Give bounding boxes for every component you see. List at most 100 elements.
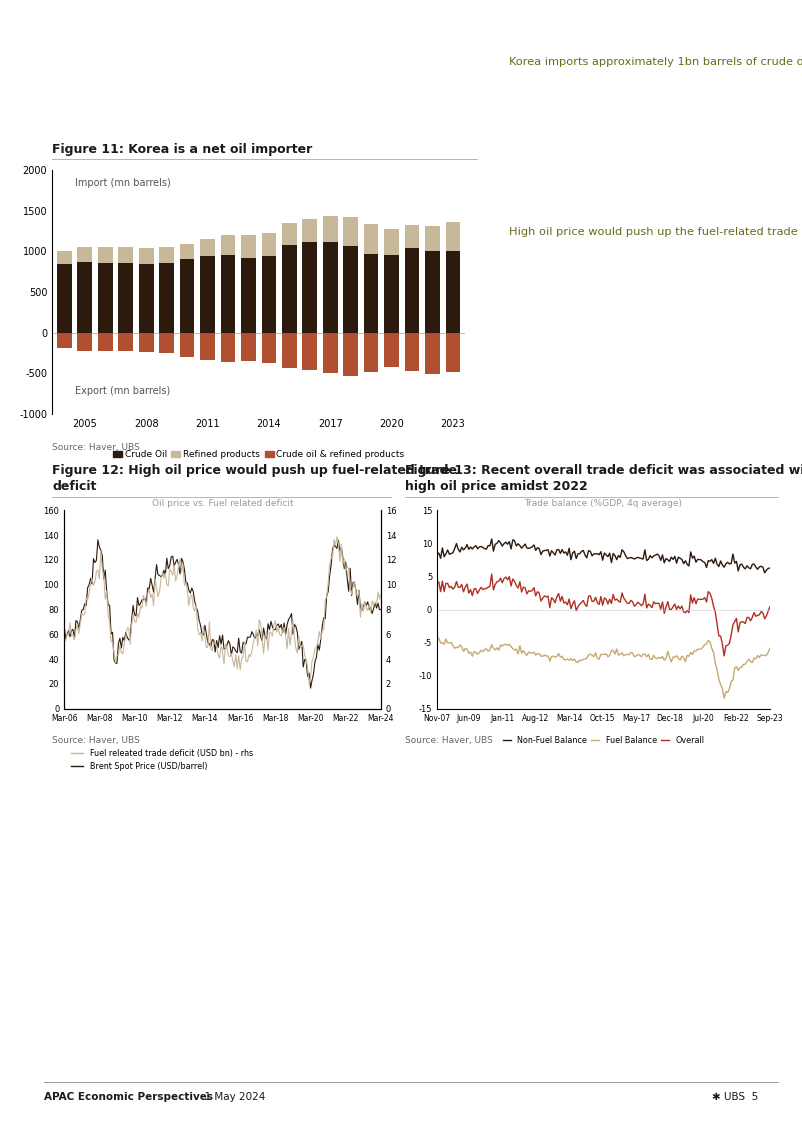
Bar <box>364 332 379 372</box>
Bar <box>139 332 153 352</box>
Bar <box>323 217 338 243</box>
Bar <box>119 263 133 332</box>
Bar <box>160 332 174 353</box>
Bar <box>139 263 153 332</box>
Fuel Balance <box>432 631 442 644</box>
Fuel Balance <box>468 650 477 663</box>
Bar <box>200 332 215 361</box>
Bar <box>160 247 174 263</box>
Bar <box>221 235 235 255</box>
Bar <box>200 256 215 332</box>
Bar <box>241 257 256 332</box>
Bar <box>364 254 379 332</box>
Fuel Balance <box>584 649 593 662</box>
Fuel Balance <box>528 646 537 660</box>
Text: Figure 12: High oil price would push up fuel-related trade
deficit: Figure 12: High oil price would push up … <box>52 464 457 493</box>
Text: APAC Economic Perspectives: APAC Economic Perspectives <box>44 1092 213 1102</box>
Bar <box>241 332 256 361</box>
Non-Fuel Balance <box>468 542 477 556</box>
Overall <box>468 589 477 602</box>
Bar <box>405 248 419 332</box>
Bar <box>78 247 92 262</box>
Overall <box>719 649 729 662</box>
Title: Oil price vs. Fuel related deficit: Oil price vs. Fuel related deficit <box>152 499 294 508</box>
Legend: Fuel releated trade deficit (USD bn) - rhs, Brent Spot Price (USD/barrel): Fuel releated trade deficit (USD bn) - r… <box>68 746 257 775</box>
Bar <box>139 247 153 263</box>
Bar <box>425 226 439 251</box>
Bar <box>282 245 297 332</box>
Bar <box>405 332 419 371</box>
Fuel Balance <box>719 692 729 705</box>
Fuel Balance <box>510 643 520 657</box>
Bar <box>343 332 358 375</box>
Text: Figure 13: Recent overall trade deficit was associated with
high oil price amids: Figure 13: Recent overall trade deficit … <box>405 464 802 493</box>
Bar <box>384 332 399 366</box>
Bar <box>119 247 133 263</box>
Bar <box>405 225 419 248</box>
Text: Import (mn barrels): Import (mn barrels) <box>75 178 170 188</box>
Bar <box>98 247 112 263</box>
Bar <box>98 332 112 352</box>
Bar <box>302 219 317 242</box>
Bar <box>261 332 276 363</box>
Bar <box>282 222 297 245</box>
Overall <box>585 589 595 602</box>
Overall <box>487 567 496 581</box>
Bar <box>160 263 174 332</box>
Line: Non-Fuel Balance: Non-Fuel Balance <box>437 539 770 573</box>
Line: Overall: Overall <box>437 574 770 655</box>
Bar <box>119 332 133 352</box>
Overall <box>534 586 544 600</box>
Fuel Balance <box>600 648 610 661</box>
Title: Trade balance (%GDP, 4q average): Trade balance (%GDP, 4q average) <box>525 499 683 508</box>
Bar <box>221 255 235 332</box>
Bar <box>446 251 460 332</box>
Text: Source: Haver, UBS: Source: Haver, UBS <box>52 736 140 745</box>
Bar <box>282 332 297 367</box>
Bar <box>261 256 276 332</box>
Non-Fuel Balance <box>765 561 775 575</box>
Fuel Balance <box>533 646 542 660</box>
Non-Fuel Balance <box>512 539 521 552</box>
Bar <box>78 262 92 332</box>
Bar <box>57 251 71 264</box>
Fuel Balance <box>765 642 775 655</box>
Bar <box>200 239 215 256</box>
Bar <box>180 260 194 332</box>
Bar <box>425 251 439 332</box>
Bar <box>180 244 194 260</box>
Bar <box>343 218 358 246</box>
Bar <box>384 255 399 332</box>
Overall <box>432 575 442 589</box>
Text: High oil price would push up the fuel-related trade deficit, and the risk of an : High oil price would push up the fuel-re… <box>509 227 802 237</box>
Bar <box>78 332 92 350</box>
Bar <box>57 264 71 332</box>
Legend: Crude Oil, Refined products, Crude oil & refined products: Crude Oil, Refined products, Crude oil &… <box>109 447 408 463</box>
Non-Fuel Balance <box>585 544 595 558</box>
Text: Korea imports approximately 1bn barrels of crude oil per year. While it is a net: Korea imports approximately 1bn barrels … <box>509 57 802 67</box>
Text: Figure 11: Korea is a net oil importer: Figure 11: Korea is a net oil importer <box>52 144 313 156</box>
Bar <box>98 263 112 332</box>
Bar <box>343 246 358 332</box>
Text: Source: Haver, UBS: Source: Haver, UBS <box>52 443 140 452</box>
Text: 1 May 2024: 1 May 2024 <box>198 1092 265 1102</box>
Non-Fuel Balance <box>759 566 769 579</box>
Text: Export (mn barrels): Export (mn barrels) <box>75 386 170 396</box>
Bar <box>364 223 379 254</box>
Bar <box>261 234 276 256</box>
Non-Fuel Balance <box>432 548 442 561</box>
Non-Fuel Balance <box>529 539 539 552</box>
Bar <box>323 243 338 332</box>
Bar <box>384 229 399 255</box>
Text: ✱ UBS  5: ✱ UBS 5 <box>711 1092 758 1102</box>
Bar <box>180 332 194 357</box>
Bar <box>425 332 439 374</box>
Bar <box>241 235 256 257</box>
Non-Fuel Balance <box>602 548 611 561</box>
Bar <box>302 332 317 370</box>
Bar <box>323 332 338 373</box>
Overall <box>529 581 539 594</box>
Overall <box>602 592 611 606</box>
Bar <box>446 332 460 372</box>
Bar <box>446 222 460 251</box>
